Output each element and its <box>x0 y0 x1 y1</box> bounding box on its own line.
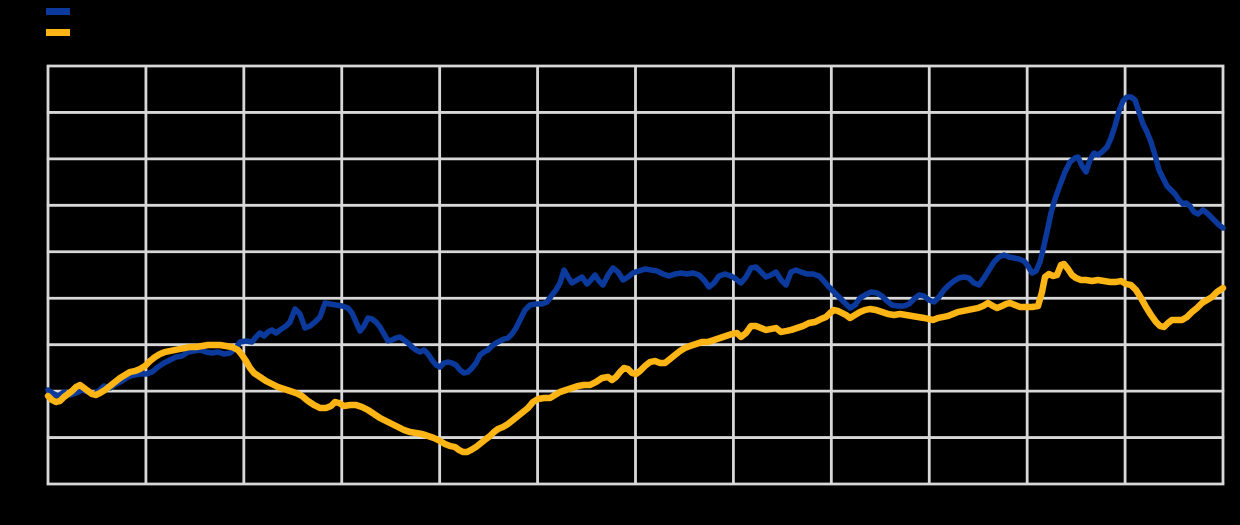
legend-swatch-blue-icon <box>46 8 70 15</box>
legend-item-blue <box>46 8 78 15</box>
series-yellow <box>44 260 1227 456</box>
legend-swatch-yellow-icon <box>46 29 70 36</box>
legend-item-yellow <box>46 29 78 36</box>
series-blue <box>45 94 1226 399</box>
legend <box>46 8 78 36</box>
